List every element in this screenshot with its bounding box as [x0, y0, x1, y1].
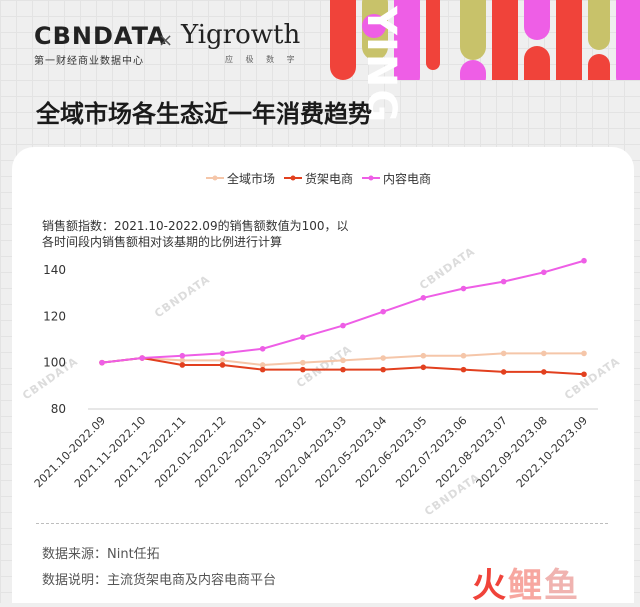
- logo-cross: ×: [158, 30, 174, 51]
- data-point-neirong: [380, 308, 386, 315]
- brand-watermark-logo: 火鲤鱼: [472, 566, 580, 606]
- yigrowth-logo-subtitle: 应 极 数 字: [225, 55, 300, 64]
- data-point-huojia: [380, 366, 386, 373]
- x-tick-label: 2021.10-2022.09: [32, 414, 108, 490]
- x-tick-label: 2022.10-2023.09: [514, 414, 590, 490]
- data-point-neirong: [420, 295, 427, 301]
- data-point-huojia: [219, 362, 226, 368]
- cbndata-logo-subtitle: 第一财经商业数据中心: [34, 56, 144, 67]
- y-tick-label: 120: [43, 309, 66, 323]
- data-point-quanyu: [380, 355, 386, 361]
- data-point-neirong: [581, 257, 587, 264]
- data-point-neirong: [300, 334, 306, 340]
- data-point-huojia: [460, 366, 467, 373]
- x-tick-label: 2021.11-2022.10: [72, 414, 148, 490]
- data-point-neirong: [99, 359, 105, 366]
- chart-card: [12, 147, 634, 603]
- data-point-neirong: [139, 355, 145, 361]
- data-point-huojia: [179, 362, 186, 368]
- x-tick-label: 2021.12-2022.11: [112, 414, 188, 490]
- data-point-neirong: [340, 322, 346, 329]
- data-point-huojia: [581, 371, 587, 378]
- index-note-line-2: 各时间段内销售额相对该基期的比例进行计算: [42, 235, 283, 249]
- data-source: 数据来源：Nint任拓: [42, 547, 160, 562]
- x-tick-label: 2022.08-2023.07: [433, 414, 509, 490]
- data-point-huojia: [420, 364, 427, 371]
- x-tick-label: 2022.01-2022.12: [152, 414, 228, 490]
- data-point-quanyu: [179, 357, 186, 364]
- data-point-huojia: [500, 369, 507, 375]
- x-tick-label: 2022.07-2023.06: [393, 414, 469, 490]
- legend-label-neirong: 内容电商: [383, 172, 432, 186]
- legend-label-quanyu: 全域市场: [227, 172, 276, 186]
- data-point-huojia: [340, 366, 346, 373]
- data-point-huojia: [300, 366, 306, 373]
- y-tick-label: 140: [43, 263, 66, 277]
- x-tick-label: 2022.03-2023.02: [233, 414, 309, 490]
- footer-divider: [36, 523, 608, 524]
- data-point-huojia: [541, 369, 547, 375]
- page-title: 全域市场各生态近一年消费趋势: [36, 100, 372, 128]
- data-explanation: 数据说明：主流货架电商及内容电商平台: [42, 573, 277, 588]
- data-point-quanyu: [581, 350, 587, 357]
- data-point-neirong: [259, 345, 266, 352]
- legend-marker-huojia: [284, 175, 302, 181]
- legend-marker-neirong: [362, 175, 380, 181]
- x-tick-label: 2022.02-2023.01: [192, 414, 268, 490]
- data-point-quanyu: [219, 357, 226, 364]
- x-tick-label: 2022.05-2023.04: [313, 414, 389, 490]
- legend-label-huojia: 货架电商: [305, 172, 354, 186]
- index-note: 销售额指数：2021.10-2022.09的销售额数值为100，以 各时间段内销…: [42, 218, 372, 250]
- series-line-neirong: [101, 259, 585, 364]
- data-point-quanyu: [541, 350, 547, 357]
- y-tick-label: 80: [51, 402, 66, 416]
- data-point-neirong: [179, 352, 186, 359]
- index-note-line-1: 销售额指数：2021.10-2022.09的销售额数值为100，以: [42, 219, 349, 233]
- x-tick-label: 2022.06-2023.05: [353, 414, 429, 490]
- data-point-huojia: [259, 366, 266, 373]
- data-point-quanyu: [500, 350, 507, 357]
- cbndata-logo: CBNDATA: [34, 22, 167, 50]
- data-point-quanyu: [300, 359, 306, 366]
- yigrowth-logo: Yigrowth: [181, 20, 301, 50]
- legend-marker-quanyu: [206, 175, 224, 181]
- y-tick-label: 100: [43, 356, 66, 370]
- data-point-neirong: [541, 269, 547, 276]
- data-point-quanyu: [259, 362, 266, 368]
- data-point-quanyu: [420, 352, 427, 359]
- x-tick-label: 2022.09-2023.08: [474, 414, 550, 490]
- header: CBNDATA 第一财经商业数据中心 × Yigrowth 应 极 数 字 YI…: [0, 0, 640, 124]
- decorative-pattern: [330, 0, 640, 80]
- data-point-neirong: [460, 285, 467, 292]
- x-tick-label: 2022.04-2023.03: [273, 414, 349, 490]
- data-point-neirong: [219, 350, 226, 357]
- data-point-quanyu: [460, 352, 467, 359]
- data-point-quanyu: [340, 357, 346, 364]
- data-point-neirong: [500, 278, 507, 285]
